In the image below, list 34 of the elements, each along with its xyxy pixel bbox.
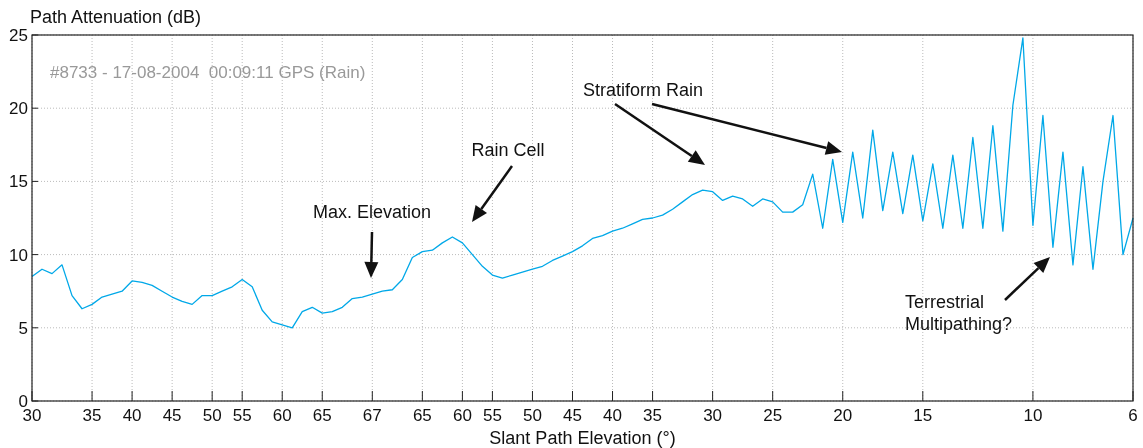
- x-tick-label: 15: [913, 406, 933, 425]
- x-tick-label: 20: [833, 406, 853, 425]
- x-tick-label: 40: [122, 406, 142, 425]
- x-tick-label: 30: [22, 406, 42, 425]
- x-tick-label: 30: [703, 406, 723, 425]
- x-tick-label: 67: [362, 406, 382, 425]
- y-tick-label: 5: [18, 318, 28, 338]
- x-tick-label: 35: [82, 406, 102, 425]
- x-tick-label: 55: [482, 406, 502, 425]
- annotation: Terrestrial Multipathing?: [905, 292, 1013, 334]
- x-tick-label: 40: [603, 406, 622, 425]
- x-tick-label: 65: [412, 406, 432, 425]
- annotation: Max. Elevation: [312, 202, 432, 222]
- x-tick-label: 60: [452, 406, 472, 425]
- x-tick-label: 55: [232, 406, 252, 425]
- annotation: Stratiform Rain: [582, 80, 704, 100]
- x-tick-label: 50: [202, 406, 222, 425]
- x-tick-label: 6: [1128, 406, 1138, 425]
- x-tick-label: 45: [563, 406, 582, 425]
- x-tick-label: 25: [763, 406, 783, 425]
- x-axis-title: Slant Path Elevation (°): [489, 428, 676, 448]
- y-axis-title: Path Attenuation (dB): [30, 7, 202, 27]
- y-tick-label: 20: [9, 99, 28, 119]
- y-tick-label: 25: [9, 26, 28, 45]
- x-tick-label: 65: [312, 406, 332, 425]
- annotation: #8733 - 17-08-2004 00:09:11 GPS (Rain): [50, 63, 366, 82]
- x-tick-label: 50: [522, 406, 542, 425]
- x-tick-label: 45: [162, 406, 182, 425]
- y-tick-label: 10: [9, 245, 28, 265]
- annotation: Rain Cell: [471, 140, 545, 160]
- y-tick-label: 15: [9, 172, 28, 192]
- x-tick-label: 60: [272, 406, 292, 425]
- x-tick-label: 35: [643, 406, 663, 425]
- x-tick-label: 10: [1023, 406, 1043, 425]
